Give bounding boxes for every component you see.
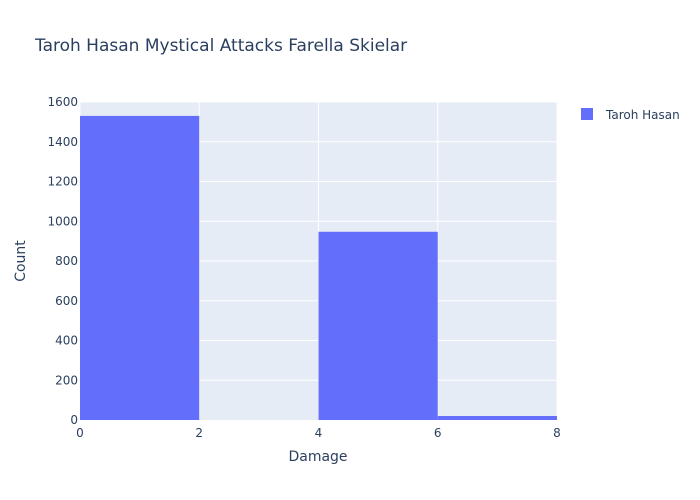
bar[interactable] xyxy=(437,416,557,420)
legend[interactable]: Taroh Hasan xyxy=(581,108,680,122)
x-tick-label: 4 xyxy=(315,426,323,440)
x-tick-label: 0 xyxy=(76,426,84,440)
x-tick-label: 6 xyxy=(434,426,442,440)
x-axis-ticks: 0 2 4 6 8 xyxy=(76,426,561,440)
bar[interactable] xyxy=(80,115,200,420)
y-tick-label: 1600 xyxy=(47,95,78,109)
y-tick-label: 400 xyxy=(55,334,78,348)
bars xyxy=(80,115,557,420)
y-axis-title: Count xyxy=(13,240,29,282)
y-tick-label: 600 xyxy=(55,294,78,308)
legend-label[interactable]: Taroh Hasan xyxy=(605,108,680,122)
y-axis-ticks: 0 200 400 600 800 1000 1200 1400 1600 xyxy=(47,95,78,427)
y-tick-label: 1000 xyxy=(47,214,78,228)
x-tick-label: 2 xyxy=(195,426,203,440)
y-tick-label: 0 xyxy=(70,413,78,427)
x-axis-title: Damage xyxy=(288,449,347,465)
y-tick-label: 1200 xyxy=(47,175,78,189)
y-tick-label: 200 xyxy=(55,373,78,387)
bar[interactable] xyxy=(318,231,438,420)
x-tick-label: 8 xyxy=(553,426,561,440)
y-tick-label: 1400 xyxy=(47,135,78,149)
chart-title: Taroh Hasan Mystical Attacks Farella Ski… xyxy=(34,36,407,56)
y-tick-label: 800 xyxy=(55,254,78,268)
legend-swatch[interactable] xyxy=(581,108,593,120)
